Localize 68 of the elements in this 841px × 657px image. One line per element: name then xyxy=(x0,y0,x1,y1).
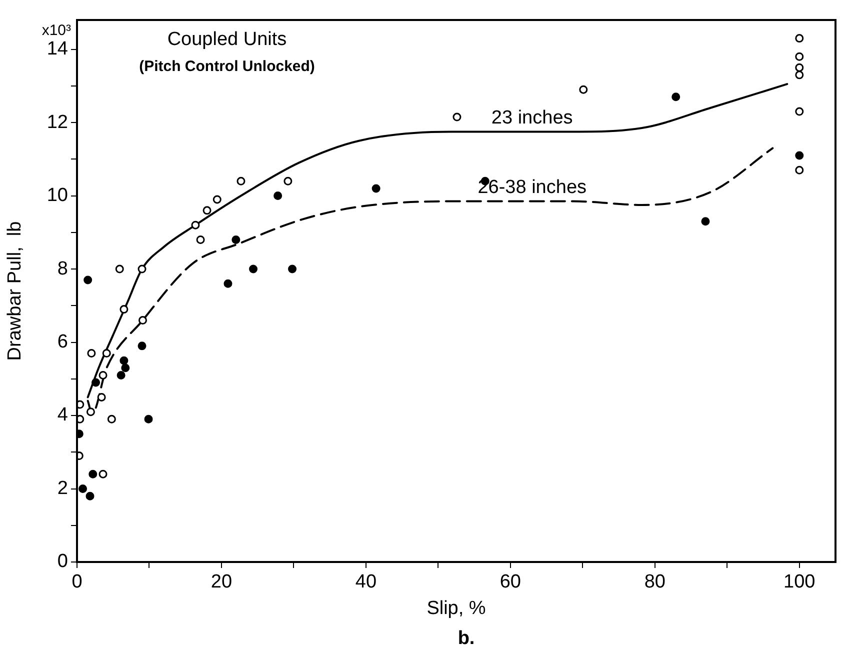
point xyxy=(795,34,804,43)
point xyxy=(98,470,108,478)
point xyxy=(87,349,96,358)
text: b. xyxy=(458,628,475,650)
y-axis-title: Drawbar Pull, lb xyxy=(4,221,26,361)
point xyxy=(672,92,680,102)
y-tick-label: 0 xyxy=(57,551,68,572)
point xyxy=(102,349,111,358)
point xyxy=(795,151,804,160)
y-tick-label: 14 xyxy=(46,38,68,60)
y-tick-label: 4 xyxy=(57,404,68,426)
point xyxy=(274,192,282,200)
point xyxy=(795,166,804,174)
point xyxy=(78,484,88,494)
line-series xyxy=(86,83,788,398)
point xyxy=(88,470,98,478)
point xyxy=(795,52,804,61)
point xyxy=(452,112,462,122)
point xyxy=(284,176,292,186)
point xyxy=(224,279,232,288)
x-tick-label: 40 xyxy=(355,572,377,593)
point xyxy=(86,492,94,500)
x-tick-label: 80 xyxy=(644,572,666,593)
x-tick-label: 20 xyxy=(210,572,232,593)
point xyxy=(202,206,212,215)
series-label: 23 inches xyxy=(491,107,573,128)
point xyxy=(212,195,222,204)
point xyxy=(191,220,200,230)
y-tick-label: 8 xyxy=(57,258,68,280)
text: Coupled Units xyxy=(167,29,287,50)
point xyxy=(92,378,100,387)
point xyxy=(120,305,128,314)
point xyxy=(579,85,588,94)
point xyxy=(98,370,108,380)
point xyxy=(77,414,84,424)
point xyxy=(138,316,147,325)
point xyxy=(288,264,297,274)
x-tick-label: 100 xyxy=(784,572,816,593)
point xyxy=(97,392,106,402)
point xyxy=(138,264,146,274)
point xyxy=(138,342,146,350)
point xyxy=(196,235,205,244)
x-axis-title: Slip, % xyxy=(426,598,486,619)
y-tick-label: 2 xyxy=(57,478,68,499)
text: x10³ xyxy=(42,22,71,39)
point xyxy=(107,414,116,424)
y-tick-label: 12 xyxy=(46,112,68,133)
point xyxy=(121,364,130,372)
point xyxy=(249,264,258,274)
point xyxy=(232,235,240,244)
point xyxy=(115,264,124,274)
point xyxy=(795,107,804,116)
point xyxy=(795,70,804,80)
point xyxy=(84,276,92,284)
point xyxy=(144,414,153,424)
x-tick-label: 60 xyxy=(500,572,521,593)
point xyxy=(236,176,246,186)
point xyxy=(86,408,95,416)
point xyxy=(701,217,710,226)
point xyxy=(77,400,84,409)
y-tick-label: 10 xyxy=(46,185,68,206)
point xyxy=(120,356,128,365)
x-tick-label: 0 xyxy=(72,572,82,593)
point xyxy=(116,370,126,380)
y-tick-label: 6 xyxy=(57,332,68,353)
point xyxy=(795,63,804,72)
text: (Pitch Control Unlocked) xyxy=(139,58,315,76)
point xyxy=(372,184,380,193)
